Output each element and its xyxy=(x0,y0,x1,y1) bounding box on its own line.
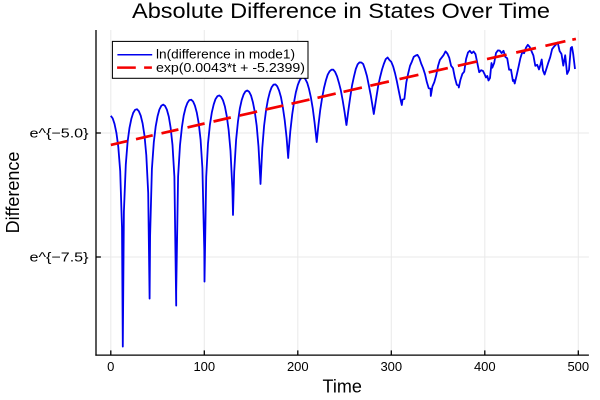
svg-text:0: 0 xyxy=(107,359,114,374)
svg-text:300: 300 xyxy=(380,359,402,374)
svg-text:e^{−7.5}: e^{−7.5} xyxy=(30,249,90,264)
svg-text:e^{−5.0}: e^{−5.0} xyxy=(30,125,90,140)
svg-text:ln(difference in mode1): ln(difference in mode1) xyxy=(156,46,295,61)
svg-text:100: 100 xyxy=(193,359,215,374)
svg-text:exp(0.0043*t + -5.2399): exp(0.0043*t + -5.2399) xyxy=(156,60,305,75)
svg-text:Time: Time xyxy=(323,377,362,397)
svg-text:Difference: Difference xyxy=(3,152,23,234)
svg-text:400: 400 xyxy=(474,359,496,374)
svg-text:200: 200 xyxy=(287,359,309,374)
svg-text:Absolute Difference in States: Absolute Difference in States Over Time xyxy=(132,0,550,23)
svg-text:500: 500 xyxy=(567,359,589,374)
